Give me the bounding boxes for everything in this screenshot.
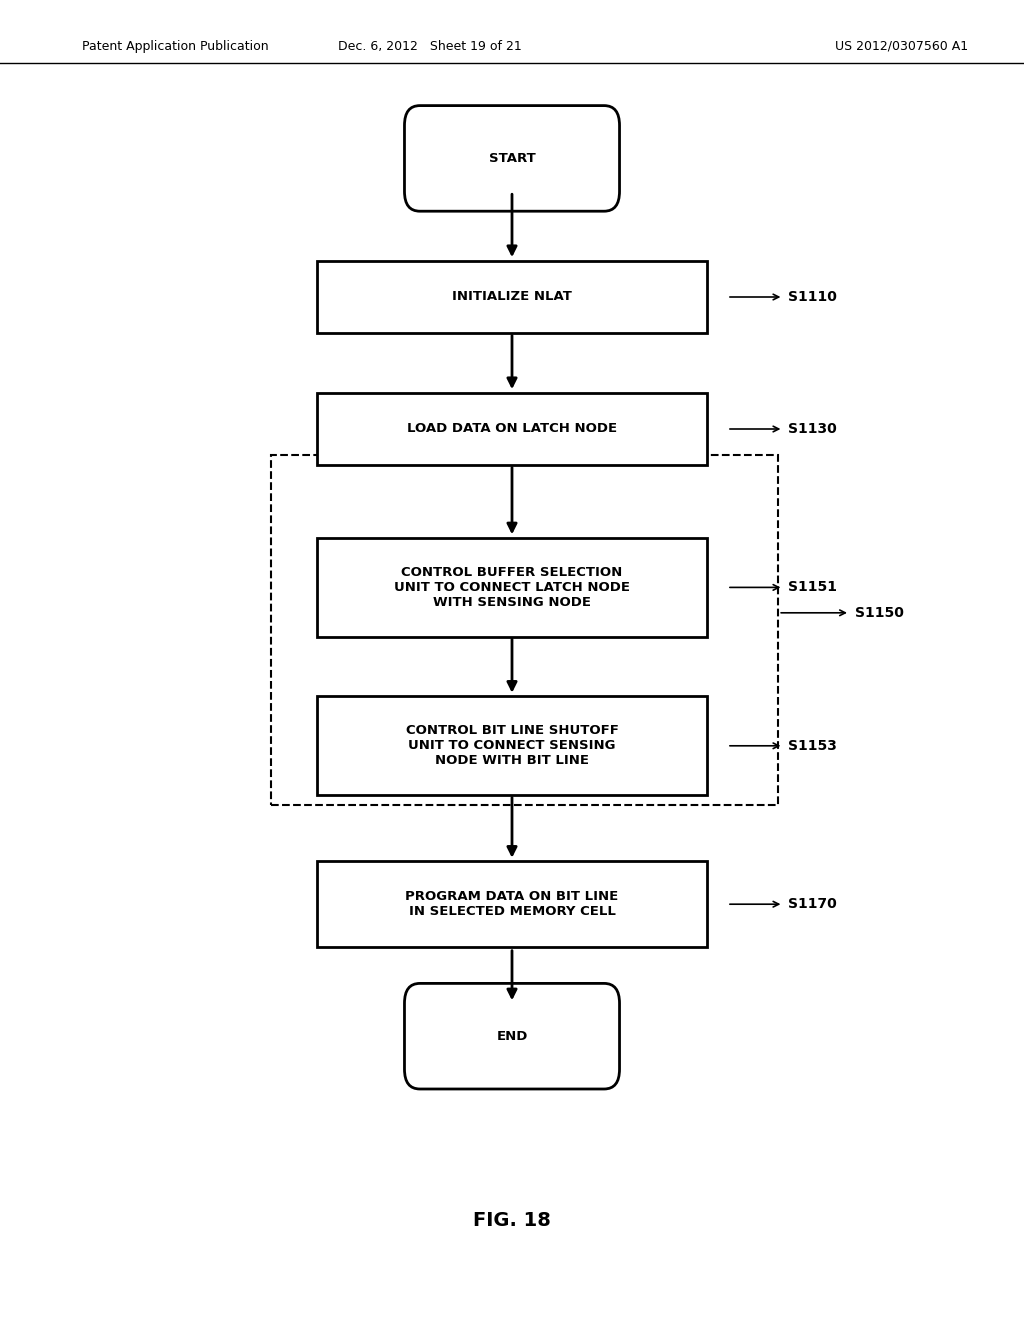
- Text: US 2012/0307560 A1: US 2012/0307560 A1: [835, 40, 968, 53]
- Text: S1110: S1110: [788, 290, 838, 304]
- FancyBboxPatch shape: [404, 983, 620, 1089]
- Text: LOAD DATA ON LATCH NODE: LOAD DATA ON LATCH NODE: [407, 422, 617, 436]
- Text: Patent Application Publication: Patent Application Publication: [82, 40, 268, 53]
- Text: CONTROL BUFFER SELECTION
UNIT TO CONNECT LATCH NODE
WITH SENSING NODE: CONTROL BUFFER SELECTION UNIT TO CONNECT…: [394, 566, 630, 609]
- Text: S1170: S1170: [788, 898, 838, 911]
- Text: S1153: S1153: [788, 739, 838, 752]
- FancyBboxPatch shape: [317, 539, 707, 636]
- FancyBboxPatch shape: [317, 697, 707, 795]
- FancyBboxPatch shape: [404, 106, 620, 211]
- Text: S1130: S1130: [788, 422, 838, 436]
- Text: END: END: [497, 1030, 527, 1043]
- Text: FIG. 18: FIG. 18: [473, 1212, 551, 1230]
- FancyBboxPatch shape: [317, 862, 707, 948]
- Text: PROGRAM DATA ON BIT LINE
IN SELECTED MEMORY CELL: PROGRAM DATA ON BIT LINE IN SELECTED MEM…: [406, 890, 618, 919]
- Text: INITIALIZE NLAT: INITIALIZE NLAT: [452, 290, 572, 304]
- Text: S1151: S1151: [788, 581, 838, 594]
- Text: S1150: S1150: [855, 606, 904, 620]
- FancyBboxPatch shape: [317, 260, 707, 333]
- Text: Dec. 6, 2012   Sheet 19 of 21: Dec. 6, 2012 Sheet 19 of 21: [338, 40, 522, 53]
- Text: CONTROL BIT LINE SHUTOFF
UNIT TO CONNECT SENSING
NODE WITH BIT LINE: CONTROL BIT LINE SHUTOFF UNIT TO CONNECT…: [406, 725, 618, 767]
- FancyBboxPatch shape: [317, 392, 707, 465]
- Text: START: START: [488, 152, 536, 165]
